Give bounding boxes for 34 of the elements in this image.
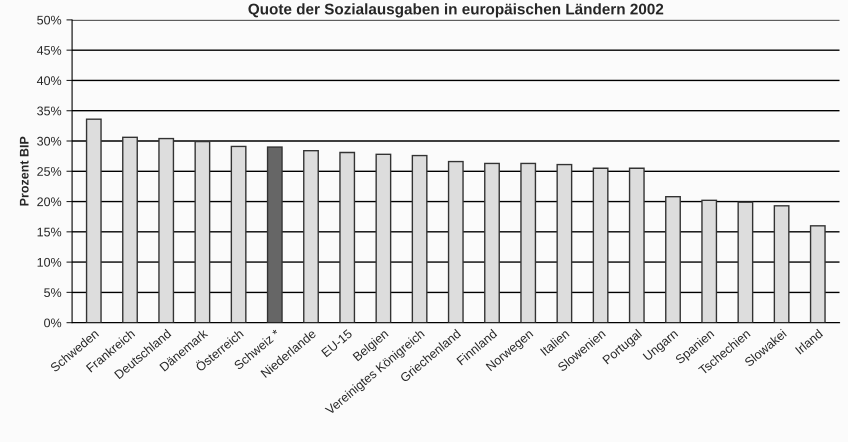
bar — [266, 146, 283, 323]
bar — [339, 152, 356, 323]
bar — [484, 162, 500, 323]
bar — [375, 154, 392, 323]
bar — [86, 118, 102, 323]
y-axis-title: Prozent BIP — [20, 136, 29, 206]
bar — [194, 140, 210, 323]
bar — [701, 200, 718, 323]
bar — [810, 225, 826, 323]
chart-title: Quote der Sozialausgaben in europäischen Ländern 2002 — [248, 3, 664, 18]
y-tick-label: 20% — [37, 197, 62, 206]
y-tick-label: 15% — [38, 228, 62, 236]
bar — [412, 154, 428, 323]
y-tick-label: 0% — [44, 318, 62, 328]
y-tick-label: 35% — [37, 106, 62, 116]
bar — [556, 164, 572, 323]
bar — [158, 138, 174, 323]
bar — [303, 150, 319, 323]
y-tick-label: 5% — [44, 288, 62, 298]
y-tick-label: 25% — [37, 167, 62, 176]
bar — [230, 146, 247, 323]
y-tick-label: 30% — [37, 136, 62, 146]
bar — [122, 136, 138, 323]
bar — [448, 160, 464, 323]
y-tick-label: 50% — [37, 16, 62, 25]
y-tick-label: 10% — [38, 258, 62, 267]
bar — [665, 196, 681, 323]
y-tick-label: 40% — [36, 76, 62, 86]
bar — [592, 168, 609, 323]
y-tick-label: 45% — [36, 46, 62, 55]
bar — [628, 168, 645, 323]
bar — [774, 205, 790, 323]
bar — [520, 162, 536, 323]
bar — [737, 201, 754, 323]
